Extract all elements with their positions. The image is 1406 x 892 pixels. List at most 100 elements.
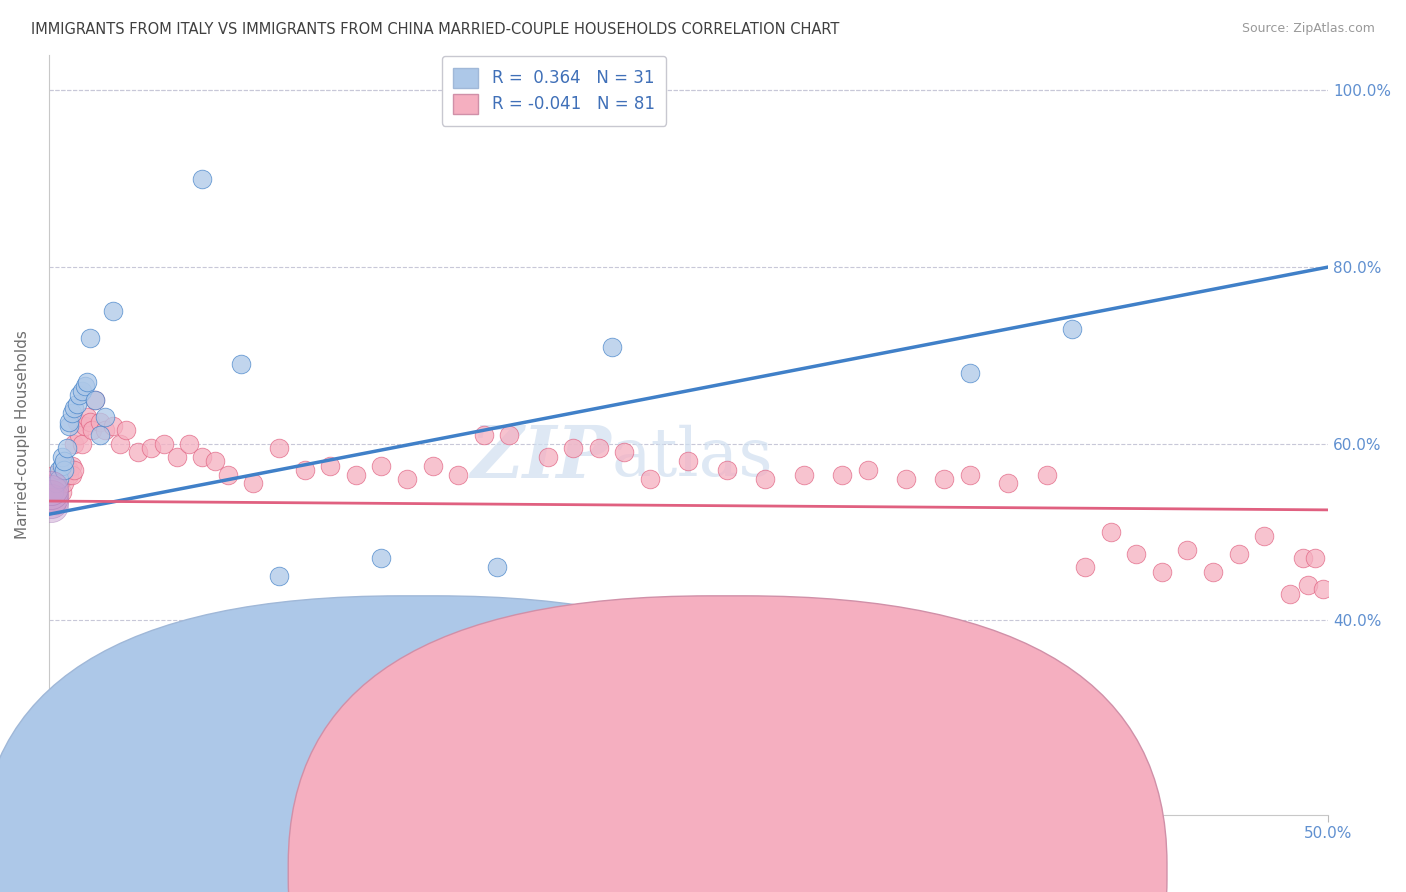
Point bbox=[395, 472, 418, 486]
Point bbox=[60, 406, 83, 420]
Point bbox=[48, 463, 70, 477]
Point bbox=[39, 499, 62, 513]
Point bbox=[55, 441, 77, 455]
Point bbox=[472, 427, 495, 442]
Point bbox=[1296, 578, 1319, 592]
Point bbox=[60, 467, 83, 482]
Point bbox=[127, 445, 149, 459]
Point bbox=[1305, 551, 1327, 566]
Point bbox=[51, 458, 73, 473]
Point bbox=[716, 463, 738, 477]
Point bbox=[242, 476, 264, 491]
Point bbox=[76, 375, 98, 389]
Point bbox=[588, 441, 610, 455]
Point bbox=[42, 467, 65, 482]
Point bbox=[344, 467, 367, 482]
Point bbox=[53, 463, 76, 477]
Point bbox=[58, 419, 80, 434]
Point bbox=[600, 339, 623, 353]
Point bbox=[1278, 587, 1301, 601]
Point bbox=[319, 458, 342, 473]
Point bbox=[69, 388, 91, 402]
Point bbox=[204, 454, 226, 468]
Point bbox=[42, 485, 65, 500]
Point bbox=[94, 424, 117, 438]
Point bbox=[58, 415, 80, 429]
Point bbox=[66, 397, 89, 411]
Point bbox=[53, 463, 76, 477]
Point bbox=[73, 379, 96, 393]
Point bbox=[51, 485, 73, 500]
Point bbox=[39, 490, 62, 504]
Text: Immigrants from China: Immigrants from China bbox=[755, 857, 932, 872]
Point bbox=[1099, 524, 1122, 539]
Point bbox=[191, 171, 214, 186]
Point bbox=[63, 436, 86, 450]
Point bbox=[754, 472, 776, 486]
Point bbox=[997, 476, 1019, 491]
Point bbox=[485, 560, 508, 574]
Point bbox=[45, 499, 67, 513]
Point bbox=[1312, 582, 1334, 597]
Point bbox=[831, 467, 853, 482]
Point bbox=[58, 463, 80, 477]
Point bbox=[370, 551, 392, 566]
Point bbox=[267, 569, 290, 583]
Point bbox=[45, 476, 67, 491]
Point bbox=[76, 410, 98, 425]
Point bbox=[638, 472, 661, 486]
Point bbox=[63, 401, 86, 416]
Point bbox=[1291, 551, 1313, 566]
Point bbox=[267, 441, 290, 455]
Point bbox=[166, 450, 188, 464]
Point bbox=[89, 427, 111, 442]
Point bbox=[42, 485, 65, 500]
Point bbox=[191, 450, 214, 464]
Point bbox=[422, 458, 444, 473]
Text: atlas: atlas bbox=[612, 425, 773, 491]
Point bbox=[53, 476, 76, 491]
Point bbox=[370, 458, 392, 473]
Point bbox=[53, 454, 76, 468]
Point bbox=[55, 458, 77, 473]
Point bbox=[51, 472, 73, 486]
Text: IMMIGRANTS FROM ITALY VS IMMIGRANTS FROM CHINA MARRIED-COUPLE HOUSEHOLDS CORRELA: IMMIGRANTS FROM ITALY VS IMMIGRANTS FROM… bbox=[31, 22, 839, 37]
Point bbox=[537, 450, 560, 464]
Point bbox=[678, 454, 700, 468]
Point bbox=[70, 436, 93, 450]
Point bbox=[39, 476, 62, 491]
Point bbox=[179, 436, 201, 450]
Point bbox=[66, 415, 89, 429]
Point bbox=[39, 485, 62, 500]
Point bbox=[48, 476, 70, 491]
Point bbox=[110, 436, 132, 450]
Point bbox=[48, 467, 70, 482]
Point bbox=[139, 441, 162, 455]
Point bbox=[934, 472, 956, 486]
Point bbox=[856, 463, 879, 477]
Legend: R =  0.364   N = 31, R = -0.041   N = 81: R = 0.364 N = 31, R = -0.041 N = 81 bbox=[441, 56, 666, 126]
Point bbox=[217, 467, 239, 482]
Point bbox=[1177, 542, 1199, 557]
Point bbox=[63, 463, 86, 477]
Point bbox=[70, 384, 93, 398]
Point bbox=[1150, 565, 1173, 579]
Point bbox=[613, 445, 636, 459]
Point bbox=[1074, 560, 1097, 574]
Point bbox=[894, 472, 917, 486]
Point bbox=[45, 485, 67, 500]
Point bbox=[82, 424, 104, 438]
Point bbox=[79, 415, 101, 429]
Text: ZIP: ZIP bbox=[471, 422, 612, 493]
Point bbox=[83, 392, 105, 407]
Point bbox=[60, 458, 83, 473]
Point bbox=[498, 427, 520, 442]
Text: Immigrants from Italy: Immigrants from Italy bbox=[451, 857, 617, 872]
Point bbox=[73, 419, 96, 434]
Point bbox=[39, 494, 62, 508]
Point bbox=[69, 427, 91, 442]
Point bbox=[294, 463, 316, 477]
Point bbox=[83, 392, 105, 407]
Point bbox=[101, 419, 124, 434]
Point bbox=[55, 463, 77, 477]
